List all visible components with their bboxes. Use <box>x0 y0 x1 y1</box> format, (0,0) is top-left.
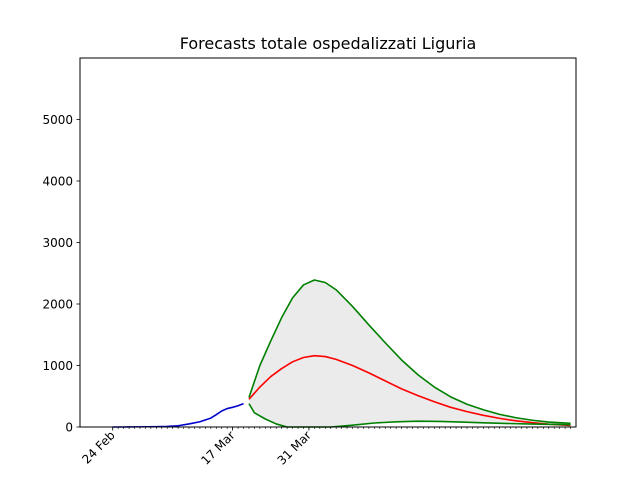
y-tick-label: 4000 <box>42 174 73 188</box>
plot-frame <box>79 57 577 428</box>
chart-title: Forecasts totale ospedalizzati Liguria <box>180 34 477 53</box>
x-tick-label: 17 Mar <box>198 428 237 467</box>
confidence-band <box>248 280 571 427</box>
y-tick-label: 2000 <box>42 297 73 311</box>
series-line-lower-bound <box>248 403 571 428</box>
series-line-forecast <box>248 354 571 427</box>
x-tick-label: 24 Feb <box>79 428 117 466</box>
y-tick-label: 1000 <box>42 359 73 373</box>
y-tick-label: 5000 <box>42 113 73 127</box>
y-tick-label: 0 <box>65 420 73 434</box>
series-line-upper-bound <box>248 279 571 425</box>
plot-marks <box>112 279 571 428</box>
y-tick-label: 3000 <box>42 236 73 250</box>
x-tick-label: 31 Mar <box>275 428 314 467</box>
